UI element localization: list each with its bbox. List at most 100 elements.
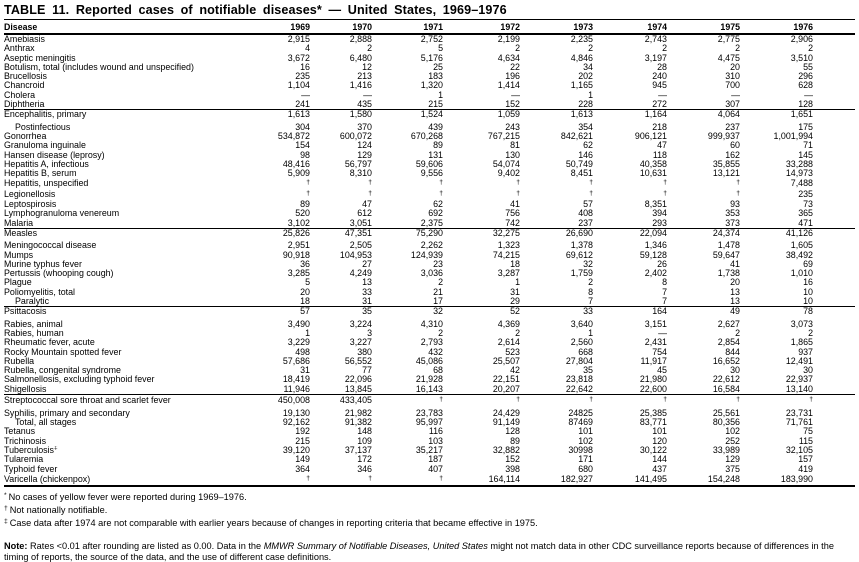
value-cell: 57 <box>247 306 310 320</box>
value-cell: 10 <box>803 297 813 307</box>
table-row: Malaria 3,102 3,051 2,375 742 237 293 373 471 <box>4 219 855 229</box>
table-row: Typhoid fever 364 346 407 398 680 437 375 419 <box>4 465 855 474</box>
value-cell: 293 <box>652 218 667 228</box>
value-cell: 2 <box>808 328 813 338</box>
value-cell: 1,759 <box>570 269 593 279</box>
value-cell: 252 <box>725 436 740 446</box>
column-header-disease: Disease <box>4 20 247 35</box>
not-notifiable-dagger: † <box>736 179 740 187</box>
value-cell: 2 <box>735 328 740 338</box>
value-cell: 89 <box>510 436 520 446</box>
value-cell: † <box>443 178 520 189</box>
value-cell: 8,451 <box>570 169 593 179</box>
value-cell: 435 <box>357 100 372 110</box>
value-cell: † <box>310 189 372 200</box>
value-cell: 89 <box>300 200 310 210</box>
value-cell: 38,492 <box>785 250 813 260</box>
value-cell: 35,217 <box>415 445 443 455</box>
value-cell: 437 <box>652 464 667 474</box>
value-cell: 1,346 <box>644 241 667 251</box>
not-notifiable-dagger: † <box>368 179 372 187</box>
table-section: Streptococcal sore throat and scarlet fe… <box>4 393 855 487</box>
value-cell: 32,275 <box>443 227 520 242</box>
table-row: Rabies, human 1 3 2 2 1 — 2 2 <box>4 329 855 338</box>
row-spacer <box>813 54 855 63</box>
value-cell: 5,176 <box>420 53 443 63</box>
disease-cell: Paralytic <box>15 297 50 307</box>
value-cell: 450,008 <box>247 393 310 409</box>
value-cell: 91,382 <box>344 418 372 428</box>
value-cell: 4,310 <box>420 319 443 329</box>
value-cell: 21,982 <box>344 408 372 418</box>
value-cell: 2,906 <box>790 34 813 44</box>
value-cell: † <box>593 178 667 189</box>
disease-cell: Psittacosis <box>4 306 247 320</box>
value-cell: 16,652 <box>712 356 740 366</box>
value-cell: † <box>667 178 740 189</box>
value-cell: † <box>667 189 740 200</box>
value-cell: † <box>667 393 740 409</box>
value-cell: 13 <box>362 278 372 288</box>
value-cell: 20 <box>300 287 310 297</box>
value-cell: † <box>372 393 443 409</box>
table-row: Leptospirosis 89 47 62 41 57 8,351 93 73 <box>4 200 855 209</box>
table-row: Chancroid 1,104 1,416 1,320 1,414 1,165 945 700… <box>4 81 855 90</box>
value-cell: 310 <box>725 72 740 82</box>
value-cell: 16,584 <box>712 384 740 394</box>
value-cell: 2,614 <box>497 338 520 348</box>
table-row: Hepatitis B, serum 5,909 8,310 9,556 9,402 8,… <box>4 169 855 178</box>
table-row: Tularemia 149 172 187 152 171 144 129 157 <box>4 455 855 464</box>
disease-cell: Rubella, congenital syndrome <box>4 366 121 376</box>
table-row: Tuberculosis‡ 39,120 37,137 35,217 32,882 309… <box>4 446 855 455</box>
value-cell: 1,010 <box>790 269 813 279</box>
row-spacer <box>813 329 855 338</box>
value-cell: 307 <box>725 100 740 110</box>
row-spacer <box>813 260 855 269</box>
value-cell: 5 <box>305 278 310 288</box>
row-spacer <box>813 288 855 297</box>
value-cell: 41,126 <box>740 227 813 242</box>
value-cell: 47 <box>657 141 667 151</box>
value-cell: 115 <box>798 436 813 446</box>
value-cell: 407 <box>428 464 443 474</box>
value-cell: 33,288 <box>785 159 813 169</box>
value-cell: † <box>372 189 443 200</box>
row-spacer <box>813 437 855 446</box>
value-cell: 95,997 <box>415 418 443 428</box>
value-cell: 1,416 <box>349 81 372 91</box>
row-spacer <box>813 375 855 384</box>
row-spacer <box>813 473 855 487</box>
value-cell: 373 <box>725 218 740 228</box>
value-cell: 41 <box>510 200 520 210</box>
value-cell: 4,846 <box>570 53 593 63</box>
table-row: Varicella (chickenpox) † † † 164,114 182,927 1… <box>4 473 855 487</box>
disease-cell: Typhoid fever <box>4 464 58 474</box>
value-cell: 144 <box>652 455 667 465</box>
value-cell: 228 <box>578 100 593 110</box>
value-cell: 171 <box>578 455 593 465</box>
value-cell: 842,621 <box>560 131 593 141</box>
value-cell: 680 <box>578 464 593 474</box>
value-cell: † <box>310 473 372 487</box>
not-notifiable-dagger: † <box>589 179 593 187</box>
value-cell: — <box>658 328 667 338</box>
value-cell: 71 <box>803 141 813 151</box>
disease-cell: Hepatitis A, infectious <box>4 159 89 169</box>
value-cell: 365 <box>798 209 813 219</box>
table-row: Total, all stages 92,162 91,382 95,997 91,14… <box>4 418 855 427</box>
row-spacer <box>813 81 855 90</box>
value-cell: † <box>372 178 443 189</box>
value-cell: 2 <box>438 278 443 288</box>
note-label: Note: <box>4 540 28 551</box>
value-cell: 32 <box>583 259 593 269</box>
value-cell: 81 <box>510 141 520 151</box>
value-cell: 162 <box>725 150 740 160</box>
value-cell: 141,495 <box>593 473 667 487</box>
value-cell: 2,560 <box>570 338 593 348</box>
value-cell: 1,580 <box>310 109 372 123</box>
value-cell: 68 <box>433 366 443 376</box>
value-cell: 22,151 <box>492 375 520 385</box>
value-cell: 101 <box>578 427 593 437</box>
value-cell: 296 <box>798 72 813 82</box>
row-spacer <box>813 123 855 132</box>
